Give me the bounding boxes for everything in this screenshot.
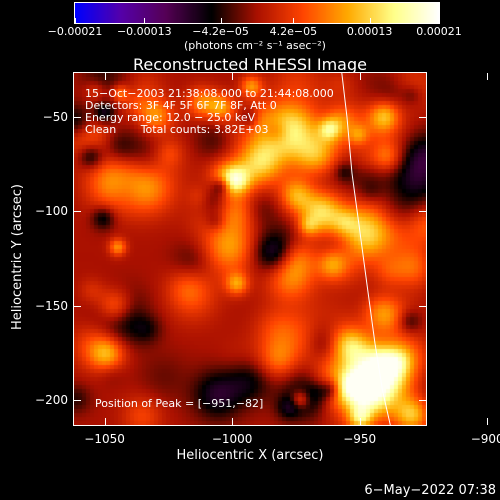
y-tick-mark (74, 116, 81, 118)
x-tick-mark (232, 73, 234, 80)
colorbar-tick-label: 0.00021 (416, 25, 462, 38)
x-tick-mark (104, 73, 106, 80)
y-tick-label: −150 (35, 298, 68, 313)
colorbar-tick-label: −4.2e−05 (192, 25, 249, 38)
colorbar (75, 3, 439, 23)
x-tick-mark (232, 418, 234, 425)
y-tick-mark (419, 116, 426, 118)
annotation-time-range: 15−Oct−2003 21:38:08.000 to 21:44:08.000 (85, 87, 334, 100)
colorbar-tick-label: 4.2e−05 (269, 25, 318, 38)
colorbar-tick-mark (293, 18, 295, 23)
colorbar-frame (74, 2, 440, 24)
y-tick-label: −50 (42, 109, 68, 124)
x-tick-label: −1000 (211, 432, 253, 446)
annotation-peak-position: Position of Peak = [−951,−82] (95, 397, 264, 410)
heatmap-overlay (341, 73, 391, 425)
x-tick-mark (487, 418, 489, 425)
footer-date: 6−May−2022 07:38 (364, 483, 496, 498)
y-tick-mark (74, 211, 81, 213)
colorbar-tick-mark (369, 18, 371, 23)
y-tick-mark (419, 211, 426, 213)
x-axis-title: Heliocentric X (arcsec) (176, 448, 324, 463)
x-tick-mark (487, 73, 489, 80)
annotation-detectors: Detectors: 3F 4F 5F 6F 7F 8F, Att 0 (85, 99, 277, 112)
colorbar-unit-label: (photons cm⁻² s⁻¹ asec⁻²) (184, 39, 326, 52)
colorbar-tick-label: 0.00013 (346, 25, 393, 38)
y-tick-label: −100 (35, 204, 68, 219)
colorbar-tick-mark (220, 18, 222, 23)
annotation-energy-range: Energy range: 12.0 − 25.0 keV (85, 111, 256, 124)
y-tick-mark (419, 305, 426, 307)
annotation-clean-counts: Clean Total counts: 3.82E+03 (85, 123, 269, 136)
x-tick-label: −1050 (84, 432, 125, 446)
y-axis-title: Heliocentric Y (arcsec) (10, 184, 25, 330)
y-tick-mark (74, 400, 81, 402)
colorbar-tick-mark (75, 18, 76, 23)
x-tick-mark (359, 418, 361, 425)
colorbar-tick-label: −0.00013 (116, 25, 172, 38)
colorbar-tick-mark (144, 18, 146, 23)
y-tick-mark (74, 305, 81, 307)
x-tick-mark (104, 418, 106, 425)
colorbar-tick-mark (439, 18, 440, 23)
colorbar-tick-label: −0.00021 (47, 25, 103, 38)
heatmap-image (74, 73, 426, 425)
x-tick-mark (359, 73, 361, 80)
plot-title: Reconstructed RHESSI Image (133, 55, 367, 74)
x-tick-label: −900 (470, 432, 500, 446)
y-tick-mark (419, 400, 426, 402)
solar-limb-curve (341, 73, 391, 425)
x-tick-label: −950 (343, 432, 377, 446)
y-tick-label: −200 (35, 393, 68, 408)
